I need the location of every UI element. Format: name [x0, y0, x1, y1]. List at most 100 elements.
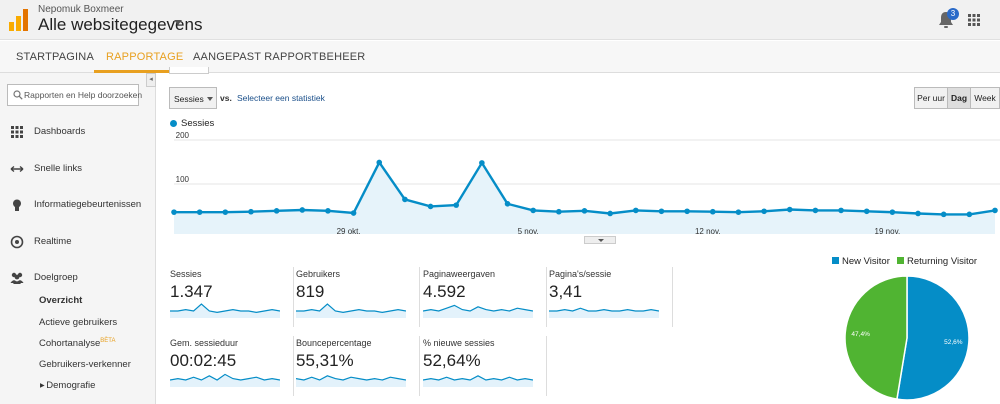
- data-point: [171, 209, 177, 215]
- data-point: [325, 208, 331, 214]
- data-point: [812, 207, 819, 214]
- granularity-per-uur-button[interactable]: Per uur: [914, 87, 948, 109]
- data-point: [556, 208, 562, 215]
- sparkline-line: [296, 303, 406, 314]
- y-tick-label: 100: [176, 175, 190, 184]
- scorecard-label: Paginaweergaven: [423, 269, 496, 279]
- chart-resize-handle[interactable]: [584, 236, 616, 244]
- sidebar-item-label: Dashboards: [34, 126, 86, 137]
- collapse-sidebar-button[interactable]: ◂: [146, 73, 156, 87]
- scorecard-value: 819: [296, 282, 325, 301]
- tab-beheer[interactable]: BEHEER: [319, 51, 366, 63]
- tab-rapportage[interactable]: RAPPORTAGE: [106, 51, 184, 63]
- apps-grid-icon[interactable]: [968, 14, 980, 26]
- sidebar-subitem-demografie[interactable]: ▶ Demografie: [40, 380, 95, 391]
- sparkline-line: [423, 304, 533, 312]
- sidebar-item-informatiegebeurtenissen[interactable]: Informatiegebeurtenissen: [0, 196, 156, 216]
- scorecard-value: 00:02:45: [170, 351, 237, 370]
- scorecard[interactable]: Paginaweergaven 4.592: [423, 267, 547, 327]
- beta-badge: BÈTA: [100, 338, 116, 344]
- series-legend-dot: [170, 120, 177, 127]
- sparkline-line: [170, 303, 280, 314]
- x-tick-label: 19 nov.: [875, 227, 901, 234]
- metric-select-value: Sessies: [174, 94, 204, 104]
- area-fill: [174, 162, 995, 234]
- chevron-down-icon: [598, 239, 604, 242]
- pie-slice-new-visitor[interactable]: [896, 276, 970, 401]
- data-point: [966, 211, 973, 218]
- data-point: [863, 208, 870, 215]
- data-point: [786, 206, 793, 213]
- sparkline: [549, 307, 659, 318]
- tab-startpagina[interactable]: STARTPAGINA: [16, 51, 94, 63]
- scorecard-value: 4.592: [423, 282, 466, 301]
- property-selector[interactable]: Alle websitegegevens: [38, 15, 203, 34]
- analytics-logo-icon[interactable]: [9, 9, 29, 31]
- sidebar-item-realtime[interactable]: Realtime: [0, 233, 156, 253]
- granularity-dag-button[interactable]: Dag: [947, 87, 971, 109]
- y-tick-label: 200: [176, 131, 190, 140]
- data-point: [838, 207, 844, 214]
- data-point: [530, 207, 536, 214]
- data-point: [709, 208, 716, 215]
- sidebar-subitem-label: Demografie: [46, 380, 96, 391]
- x-tick-label: 29 okt.: [337, 227, 361, 234]
- data-point: [735, 209, 742, 215]
- data-point: [479, 160, 485, 166]
- sessions-line-chart[interactable]: 200 100 29 okt. 5 nov. 12 nov. 19 nov.: [157, 130, 1000, 234]
- data-point: [222, 209, 229, 215]
- select-statistic-link[interactable]: Selecteer een statistiek: [237, 93, 325, 103]
- overview-tab[interactable]: [169, 67, 209, 74]
- visitor-pie-chart[interactable]: 52,6% 47,4%: [844, 276, 970, 402]
- series-legend-label[interactable]: Sessies: [181, 118, 215, 129]
- granularity-week-button[interactable]: Week: [970, 87, 1000, 109]
- data-point: [889, 209, 896, 215]
- scorecard-label: Bouncepercentage: [296, 338, 372, 348]
- sidebar: [0, 73, 156, 404]
- search-input[interactable]: Rapporten en Help doorzoeken: [7, 84, 142, 106]
- sidebar-item-label: Snelle links: [34, 163, 83, 174]
- data-point: [248, 208, 254, 215]
- data-point: [915, 210, 921, 217]
- pie-legend-label: New Visitor: [842, 256, 890, 267]
- sidebar-subitem-cohortanalyse[interactable]: CohortanalyseBÈTA: [39, 338, 116, 349]
- sparkline: [296, 375, 406, 387]
- scorecard[interactable]: Pagina's/sessie 3,41: [549, 267, 673, 327]
- data-point: [633, 207, 639, 214]
- sidebar-subitem-actieve-gebruikers[interactable]: Actieve gebruikers: [39, 317, 118, 328]
- sidebar-item-dashboards[interactable]: Dashboards: [0, 123, 156, 143]
- sidebar-subitem-gebruikers-verkenner[interactable]: Gebruikers-verkenner: [39, 359, 131, 370]
- vs-label: vs.: [220, 93, 232, 103]
- scorecard-value: 3,41: [549, 282, 583, 301]
- grid-icon: [11, 126, 23, 138]
- scorecard[interactable]: Bouncepercentage 55,31%: [296, 336, 420, 396]
- search-icon: [13, 90, 23, 100]
- sidebar-item-snelle-links[interactable]: Snelle links: [0, 160, 156, 180]
- scorecard[interactable]: Sessies 1.347: [170, 267, 294, 327]
- scorecard[interactable]: Gem. sessieduur 00:02:45: [170, 336, 294, 396]
- scorecard-label: Pagina's/sessie: [549, 269, 612, 279]
- sidebar-item-label: Informatiegebeurtenissen: [34, 199, 142, 210]
- scorecard[interactable]: % nieuwe sessies 52,64%: [423, 336, 547, 396]
- tab-aangepast-rapport[interactable]: AANGEPAST RAPPORT: [193, 51, 319, 63]
- sparkline-area: [296, 375, 406, 387]
- data-point: [350, 210, 357, 216]
- data-point: [504, 201, 511, 207]
- sidebar-item-doelgroep[interactable]: Doelgroep: [0, 269, 156, 289]
- active-tab-indicator: [94, 70, 176, 73]
- scorecard[interactable]: Gebruikers 819: [296, 267, 420, 327]
- people-icon: [10, 272, 24, 284]
- sparkline-line: [423, 375, 533, 381]
- data-point: [402, 196, 408, 203]
- account-name[interactable]: Nepomuk Boxmeer: [38, 4, 124, 15]
- chevron-down-icon[interactable]: [174, 20, 182, 25]
- pie-slice-returning-visitor[interactable]: [844, 276, 908, 401]
- sparkline: [170, 373, 280, 387]
- metric-select[interactable]: Sessies: [169, 87, 217, 109]
- arrows-icon: [10, 165, 24, 173]
- sidebar-item-label: Realtime: [34, 236, 72, 247]
- sidebar-subitem-overzicht[interactable]: Overzicht: [39, 295, 83, 306]
- pie-legend-label: Returning Visitor: [907, 256, 978, 267]
- series-line-sessies: [174, 160, 996, 216]
- scorecard-value: 55,31%: [296, 351, 354, 370]
